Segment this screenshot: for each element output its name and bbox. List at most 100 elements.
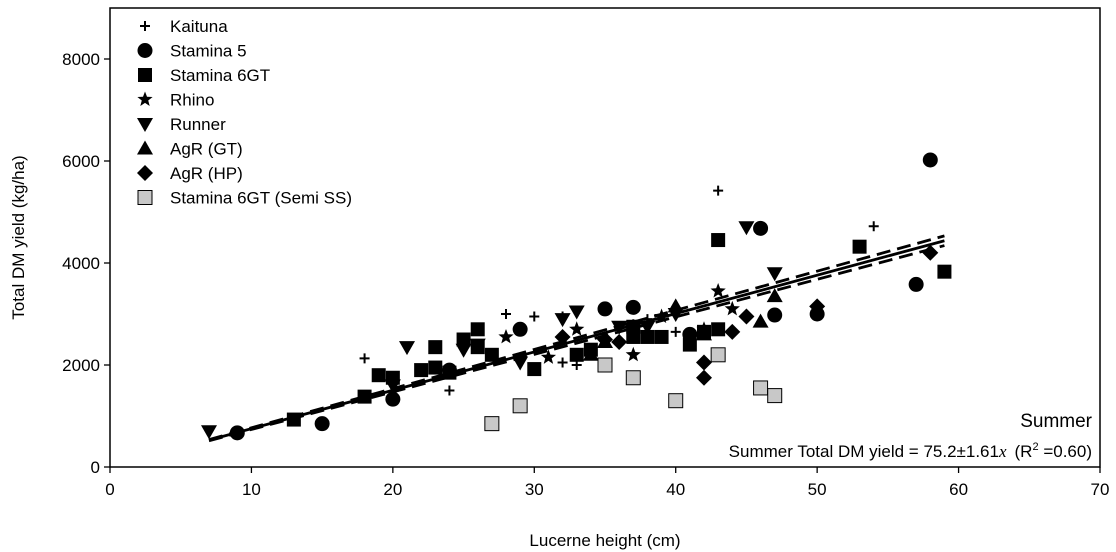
data-point xyxy=(229,425,245,441)
data-point xyxy=(484,347,499,362)
data-point xyxy=(529,311,540,322)
legend-label: Runner xyxy=(170,115,226,134)
data-point xyxy=(582,346,599,361)
data-point xyxy=(512,356,529,371)
x-tick-label: 0 xyxy=(105,480,114,499)
data-point xyxy=(711,233,726,248)
data-point xyxy=(809,298,826,315)
data-point xyxy=(653,308,670,324)
data-point xyxy=(286,412,301,427)
plot-frame xyxy=(109,7,1101,468)
data-point xyxy=(399,341,415,356)
data-point xyxy=(640,329,655,344)
x-tick-label: 20 xyxy=(383,480,402,499)
data-point xyxy=(766,267,783,282)
data-point xyxy=(625,346,641,362)
data-point xyxy=(711,322,726,337)
data-point xyxy=(527,362,542,377)
data-point xyxy=(371,368,386,383)
data-point xyxy=(540,349,557,364)
fit-lines xyxy=(208,234,945,443)
data-point xyxy=(384,379,401,394)
x-tick-label: 40 xyxy=(666,480,685,499)
legend: Kaituna Stamina 5 Stamina 6GT Rhino Runner Ag… xyxy=(137,17,352,208)
data-point xyxy=(414,363,429,378)
data-point xyxy=(611,320,628,335)
r-squared-close: =0.60) xyxy=(1039,442,1092,461)
data-point xyxy=(738,221,755,236)
x-tick-label: 50 xyxy=(808,480,827,499)
x-axis-title: Lucerne height (cm) xyxy=(529,531,680,550)
x-tick-label: 30 xyxy=(525,480,544,499)
data-point xyxy=(512,321,528,337)
data-point xyxy=(597,301,613,317)
legend-marker xyxy=(140,21,150,31)
data-point xyxy=(597,357,613,373)
legend-marker xyxy=(137,190,153,205)
data-point xyxy=(724,300,740,316)
legend-label: Stamina 6GT (Semi SS) xyxy=(170,189,352,208)
data-point xyxy=(752,313,769,328)
data-point xyxy=(359,353,370,364)
data-point xyxy=(557,357,568,368)
data-point xyxy=(385,391,401,407)
data-point xyxy=(625,370,641,386)
data-point xyxy=(626,319,641,334)
r-squared-open: (R xyxy=(1015,442,1033,461)
data-point xyxy=(670,326,681,337)
data-point xyxy=(470,322,485,337)
y-tick-label: 4000 xyxy=(62,254,100,273)
series-6 xyxy=(554,244,939,386)
data-points xyxy=(201,152,952,441)
data-point xyxy=(654,329,669,344)
legend-label: Kaituna xyxy=(170,17,228,36)
data-point xyxy=(444,385,455,396)
legend-marker xyxy=(137,118,153,132)
data-point xyxy=(908,276,924,292)
data-point xyxy=(554,328,571,345)
data-point xyxy=(501,309,511,319)
data-point xyxy=(314,416,330,432)
data-point xyxy=(428,340,443,355)
data-point xyxy=(597,331,613,348)
data-point xyxy=(696,326,712,341)
regression-equation: Summer Total DM yield = 75.2±1.61x (R2 =0… xyxy=(729,441,1092,461)
data-point xyxy=(569,347,584,362)
data-point xyxy=(753,220,769,236)
regression-line xyxy=(208,239,945,442)
data-point xyxy=(922,152,938,168)
x-tick-label: 70 xyxy=(1091,480,1110,499)
equation-variable: x xyxy=(998,442,1007,461)
data-point xyxy=(456,332,471,347)
x-tick-label: 60 xyxy=(949,480,968,499)
legend-label: Stamina 6GT xyxy=(170,66,270,85)
data-point xyxy=(713,185,724,196)
legend-marker xyxy=(137,165,153,181)
data-point xyxy=(625,299,641,315)
data-point xyxy=(922,244,939,261)
y-axis-title: Total DM yield (kg/ha) xyxy=(9,155,28,319)
series-5 xyxy=(582,288,783,361)
y-tick-label: 6000 xyxy=(62,152,100,171)
data-point xyxy=(484,416,500,432)
data-point xyxy=(469,338,486,353)
legend-marker xyxy=(137,91,153,106)
data-point xyxy=(667,298,684,313)
legend-marker xyxy=(137,140,153,155)
data-point xyxy=(512,398,528,414)
data-point xyxy=(753,380,769,396)
data-point xyxy=(767,388,783,404)
data-point xyxy=(455,343,472,358)
r-squared-superscript: 2 xyxy=(1032,441,1038,453)
data-point xyxy=(710,283,726,298)
data-point xyxy=(937,264,952,279)
legend-marker xyxy=(137,43,153,58)
data-point xyxy=(682,337,697,352)
equation-prefix: Summer Total DM yield = 75.2±1.61 xyxy=(729,442,999,461)
data-point xyxy=(569,321,585,336)
data-point xyxy=(868,221,879,232)
data-point xyxy=(767,307,783,323)
y-tick-label: 2000 xyxy=(62,356,100,375)
data-point xyxy=(554,313,571,328)
